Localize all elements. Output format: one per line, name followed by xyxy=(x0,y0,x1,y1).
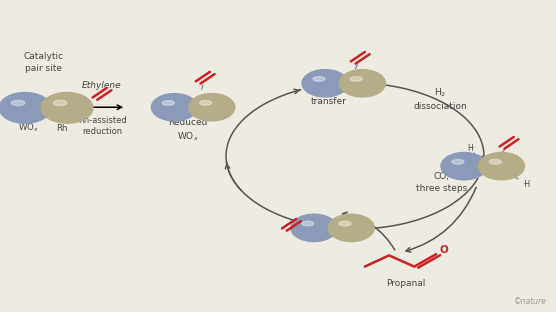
Ellipse shape xyxy=(478,153,524,180)
Text: ·H: ·H xyxy=(523,180,530,189)
Ellipse shape xyxy=(11,100,25,106)
Ellipse shape xyxy=(350,76,363,81)
Ellipse shape xyxy=(41,92,93,123)
Text: H$_2$
dissociation: H$_2$ dissociation xyxy=(413,86,467,111)
Ellipse shape xyxy=(200,100,212,105)
Ellipse shape xyxy=(291,214,337,241)
Ellipse shape xyxy=(313,76,325,81)
Text: CO,
three steps: CO, three steps xyxy=(416,172,468,193)
Ellipse shape xyxy=(188,94,235,121)
Text: Reduced
WO$_x$: Reduced WO$_x$ xyxy=(168,118,207,143)
Text: Rh-assisted
reduction: Rh-assisted reduction xyxy=(78,116,126,136)
Text: H·: H· xyxy=(468,144,476,153)
Ellipse shape xyxy=(53,100,67,106)
Ellipse shape xyxy=(162,100,175,105)
Ellipse shape xyxy=(0,92,51,123)
Text: WO$_x$: WO$_x$ xyxy=(18,122,39,134)
Text: ©nature: ©nature xyxy=(514,297,547,306)
Ellipse shape xyxy=(452,159,464,164)
Ellipse shape xyxy=(489,159,502,164)
Text: Ethylene: Ethylene xyxy=(82,81,122,90)
Text: Rh: Rh xyxy=(56,124,67,133)
Ellipse shape xyxy=(328,214,374,241)
Ellipse shape xyxy=(441,153,487,180)
Ellipse shape xyxy=(339,221,351,226)
Text: O: O xyxy=(440,245,448,255)
Ellipse shape xyxy=(302,70,348,97)
Text: Propanal: Propanal xyxy=(386,279,425,288)
Text: Catalytic
pair site: Catalytic pair site xyxy=(24,52,64,73)
Ellipse shape xyxy=(151,94,197,121)
Text: Ethylene
transfer: Ethylene transfer xyxy=(309,85,349,106)
Ellipse shape xyxy=(339,70,385,97)
Ellipse shape xyxy=(302,221,314,226)
